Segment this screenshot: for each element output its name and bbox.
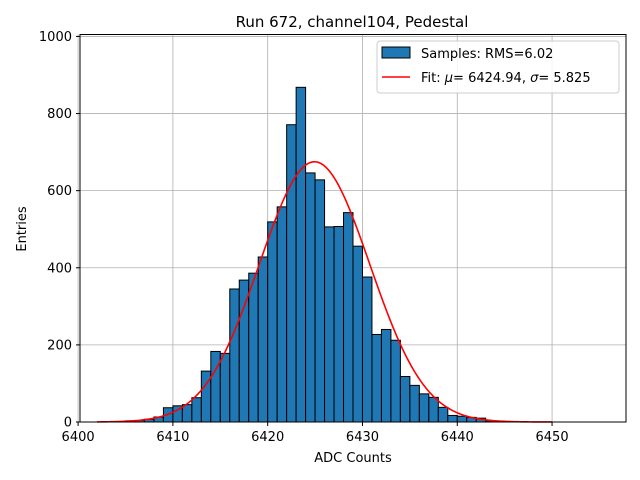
histogram-bar: [286, 124, 297, 423]
histogram-bar: [399, 376, 411, 423]
histogram-bar: [447, 414, 458, 423]
legend-fit-prefix: Fit:: [421, 71, 445, 86]
histogram-bar: [210, 350, 221, 423]
histogram-bar: [295, 86, 307, 423]
x-tick-label: 6440: [441, 430, 474, 445]
histogram-bar: [437, 406, 449, 423]
x-tick-label: 6450: [536, 430, 569, 445]
y-tick-label: 600: [47, 184, 72, 199]
x-axis: 6400 6410 6420 6430 6440 6450: [62, 422, 569, 445]
histogram-bars: [115, 86, 506, 423]
legend-samples-swatch: [381, 46, 411, 59]
x-tick-label: 6410: [156, 430, 189, 445]
histogram-bar: [456, 415, 468, 423]
legend-fit-mu-symbol: μ: [444, 71, 453, 86]
y-tick-label: 1000: [39, 30, 72, 45]
x-tick-label: 6430: [346, 430, 379, 445]
histogram-bar: [248, 272, 259, 423]
histogram-bar: [390, 339, 401, 423]
histogram-bar: [314, 179, 326, 423]
y-tick-label: 200: [47, 338, 72, 353]
x-tick-label: 6400: [62, 430, 95, 445]
legend-fit-sigma-value: = 5.825: [538, 71, 590, 86]
legend: Samples: RMS=6.02 Fit: μ= 6424.94, σ= 5.…: [376, 40, 620, 94]
y-tick-label: 400: [47, 261, 72, 276]
histogram-bar: [219, 352, 231, 423]
histogram-bar: [305, 172, 316, 423]
legend-fit-label: Fit: μ= 6424.94, σ= 5.825: [421, 71, 591, 86]
histogram-bar: [380, 328, 392, 423]
chart-title: Run 672, channel104, Pedestal: [236, 13, 469, 31]
x-tick-label: 6420: [251, 430, 284, 445]
y-tick-label: 0: [64, 416, 72, 431]
histogram-bar: [257, 256, 269, 423]
histogram-bar: [418, 393, 430, 423]
histogram-bar: [276, 206, 288, 423]
histogram-bar: [428, 396, 439, 423]
histogram-bar: [229, 288, 240, 423]
legend-samples-label: Samples: RMS=6.02: [421, 47, 553, 62]
histogram-bar: [333, 226, 345, 423]
y-axis-label: Entries: [15, 206, 30, 252]
legend-fit-sigma-symbol: σ: [530, 71, 539, 86]
histogram-bar: [352, 245, 363, 423]
legend-box: [376, 40, 620, 94]
histogram-bar: [238, 279, 250, 423]
y-tick-label: 800: [47, 107, 72, 122]
gaussian-fit-curve: [97, 160, 553, 423]
legend-fit-mu-value: = 6424.94,: [453, 71, 530, 86]
x-axis-label: ADC Counts: [314, 451, 392, 466]
histogram-bar: [181, 404, 193, 423]
y-axis: 0 200 400 600 800 1000: [39, 30, 80, 431]
histogram-bar: [361, 276, 373, 423]
histogram-bar: [409, 384, 420, 423]
histogram-bar: [191, 397, 202, 423]
histogram-bar: [371, 333, 382, 423]
histogram-bar: [267, 221, 278, 423]
histogram-bar: [343, 212, 354, 423]
histogram-bar: [324, 226, 335, 423]
plot-frame: [79, 34, 627, 423]
